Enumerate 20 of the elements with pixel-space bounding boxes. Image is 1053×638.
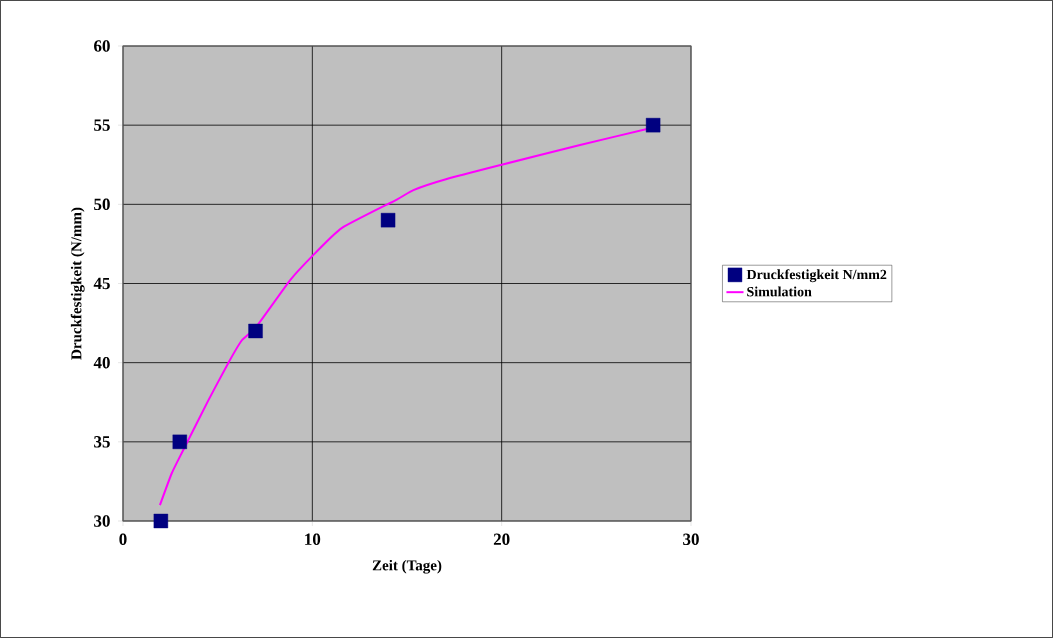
point — [248, 323, 263, 339]
point — [645, 117, 661, 133]
y-tick-label: 55 — [94, 119, 110, 131]
x-tick-label: 20 — [493, 533, 510, 546]
y-tick-label: 60 — [94, 40, 110, 52]
point — [172, 434, 187, 450]
legend-label: Druckfestigkeit N/mm2 — [746, 269, 887, 283]
y-tick-label: 45 — [93, 277, 110, 290]
point — [380, 212, 396, 228]
x-tick-label: 30 — [683, 533, 699, 546]
x-tick-label: 10 — [305, 533, 321, 546]
x-axis-title: Zeit (Tage) — [372, 559, 442, 574]
x-tick-label: 0 — [119, 533, 127, 546]
legend-label: Simulation — [747, 286, 812, 297]
y-tick-label: 30 — [94, 515, 110, 527]
y-tick-label: 40 — [93, 356, 110, 369]
y-axis-title: Druckfestigkeit (N/mm) — [70, 207, 85, 360]
point — [153, 513, 169, 529]
y-tick-label: 35 — [94, 436, 110, 448]
y-tick-label: 50 — [94, 198, 110, 211]
